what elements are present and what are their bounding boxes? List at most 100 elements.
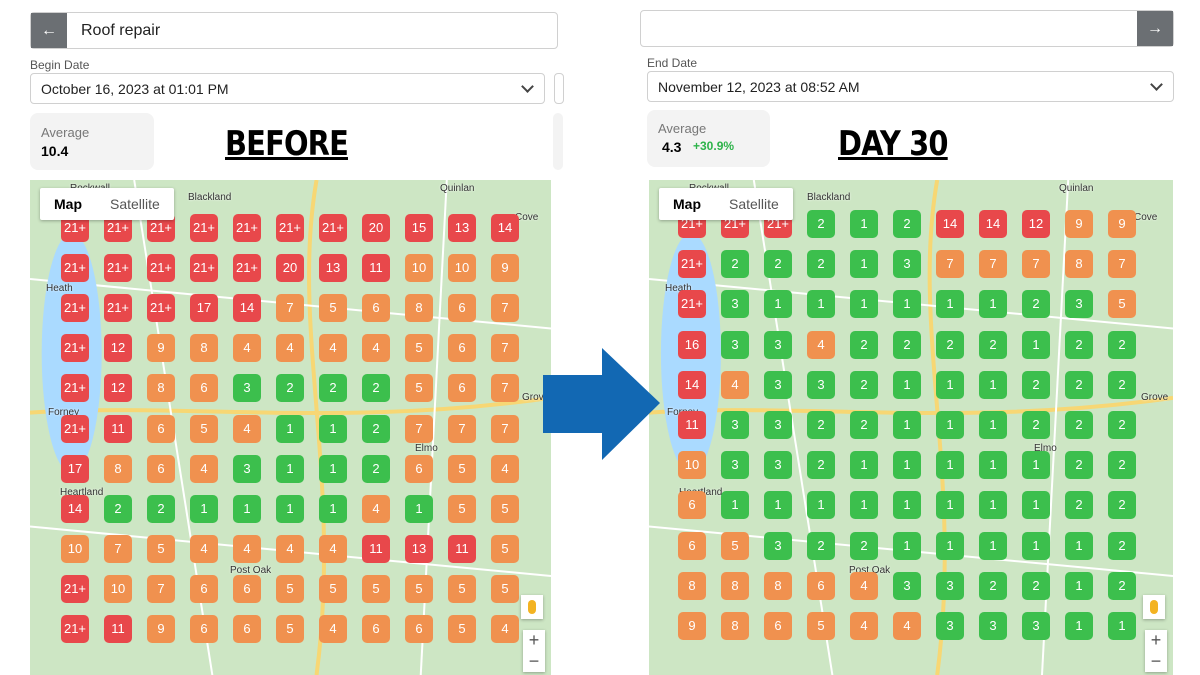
rank-cell: 1 (936, 491, 964, 520)
rank-cell: 2 (319, 374, 347, 403)
rank-cell: 3 (764, 370, 792, 399)
pegman[interactable] (521, 595, 543, 619)
back-button[interactable]: ← (31, 13, 67, 48)
rank-cell: 21+ (319, 214, 347, 242)
rank-cell: 2 (764, 250, 792, 279)
rank-cell: 1 (850, 290, 878, 319)
rank-cell: 17 (190, 294, 218, 323)
rank-cell: 4 (893, 612, 921, 640)
rank-cell: 21+ (678, 290, 706, 319)
rank-cell: 2 (1065, 370, 1093, 399)
map-label: Heath (665, 283, 692, 294)
search-bar[interactable]: → (640, 10, 1174, 47)
date-select-edge (554, 73, 564, 104)
map-label: Cove (515, 212, 539, 223)
rank-cell: 9 (147, 334, 175, 363)
rank-cell: 9 (678, 612, 706, 640)
rank-cell: 10 (104, 574, 132, 603)
rank-cell: 3 (936, 612, 964, 640)
rank-cell: 3 (936, 571, 964, 600)
map-tab[interactable]: Map (673, 196, 701, 212)
zoom-out[interactable]: − (1150, 651, 1162, 671)
rank-cell: 7 (104, 534, 132, 563)
rank-cell: 1 (936, 411, 964, 439)
rank-cell: 6 (190, 574, 218, 603)
rank-cell: 2 (807, 250, 835, 279)
rank-cell: 1 (764, 491, 792, 520)
rank-cell: 5 (491, 574, 519, 603)
rank-cell: 6 (233, 574, 261, 603)
zoom-control[interactable]: + − (1145, 630, 1167, 672)
rank-cell: 11 (678, 411, 706, 439)
rank-cell: 2 (104, 494, 132, 523)
rank-cell: 7 (1022, 250, 1050, 279)
rank-cell: 7 (405, 414, 433, 443)
map-tab[interactable]: Satellite (729, 196, 779, 212)
rank-cell: 1 (936, 451, 964, 480)
rank-cell: 11 (104, 615, 132, 643)
map-label: Cove (1134, 212, 1158, 223)
map[interactable]: RockwallBlacklandQuinlanHeathForneyElmoH… (649, 180, 1173, 675)
rank-cell: 11 (448, 534, 476, 563)
rank-cell: 2 (1108, 491, 1136, 520)
rank-cell: 7 (1108, 250, 1136, 279)
rank-cell: 21+ (190, 254, 218, 283)
rank-cell: 1 (893, 411, 921, 439)
zoom-control[interactable]: + − (523, 630, 545, 672)
rank-cell: 6 (190, 615, 218, 643)
date-select[interactable]: October 16, 2023 at 01:01 PM (30, 73, 545, 104)
rank-cell: 12 (1022, 210, 1050, 238)
rank-cell: 5 (276, 615, 304, 643)
rank-cell: 4 (233, 414, 261, 443)
zoom-in[interactable]: + (528, 630, 540, 650)
rank-cell: 2 (1108, 330, 1136, 359)
map-tab[interactable]: Map (54, 196, 82, 212)
rank-cell: 1 (850, 451, 878, 480)
map-label: Post Oak (849, 565, 891, 576)
rank-cell: 8 (721, 612, 749, 640)
rank-cell: 12 (104, 374, 132, 403)
rank-cell: 14 (61, 494, 89, 523)
rank-cell: 14 (233, 294, 261, 323)
rank-cell: 7 (491, 334, 519, 363)
rank-cell: 7 (936, 250, 964, 279)
rank-cell: 5 (190, 414, 218, 443)
rank-cell: 14 (936, 210, 964, 238)
search-bar[interactable]: ← Roof repair (30, 12, 558, 49)
rank-cell: 21+ (147, 254, 175, 283)
rank-cell: 2 (1022, 290, 1050, 319)
rank-cell: 5 (147, 534, 175, 563)
forward-button[interactable]: → (1137, 11, 1173, 46)
rank-cell: 4 (807, 330, 835, 359)
rank-cell: 21+ (104, 254, 132, 283)
zoom-in[interactable]: + (1150, 630, 1162, 650)
pegman[interactable] (1143, 595, 1165, 619)
rank-cell: 2 (893, 210, 921, 238)
rank-cell: 11 (362, 534, 390, 563)
rank-cell: 1 (893, 491, 921, 520)
map-tabs: Map Satellite (40, 188, 174, 220)
zoom-out[interactable]: − (528, 651, 540, 671)
map[interactable]: RockwallBlacklandQuinlanHeathForneyElmoH… (30, 180, 551, 675)
rank-cell: 7 (491, 294, 519, 323)
rank-cell: 3 (764, 330, 792, 359)
date-select[interactable]: November 12, 2023 at 08:52 AM (647, 71, 1174, 102)
rank-cell: 3 (721, 411, 749, 439)
rank-cell: 6 (405, 615, 433, 643)
rank-cell: 11 (362, 254, 390, 283)
map-tab[interactable]: Satellite (110, 196, 160, 212)
rank-cell: 2 (936, 330, 964, 359)
rank-cell: 8 (1065, 250, 1093, 279)
rank-cell: 7 (276, 294, 304, 323)
rank-cell: 4 (319, 615, 347, 643)
rank-cell: 7 (147, 574, 175, 603)
rank-cell: 4 (233, 534, 261, 563)
rank-cell: 6 (405, 454, 433, 483)
average-label: Average (658, 121, 707, 136)
rank-cell: 2 (850, 370, 878, 399)
rank-cell: 5 (405, 374, 433, 403)
rank-cell: 5 (319, 294, 347, 323)
rank-cell: 1 (893, 531, 921, 560)
rank-cell: 5 (319, 574, 347, 603)
